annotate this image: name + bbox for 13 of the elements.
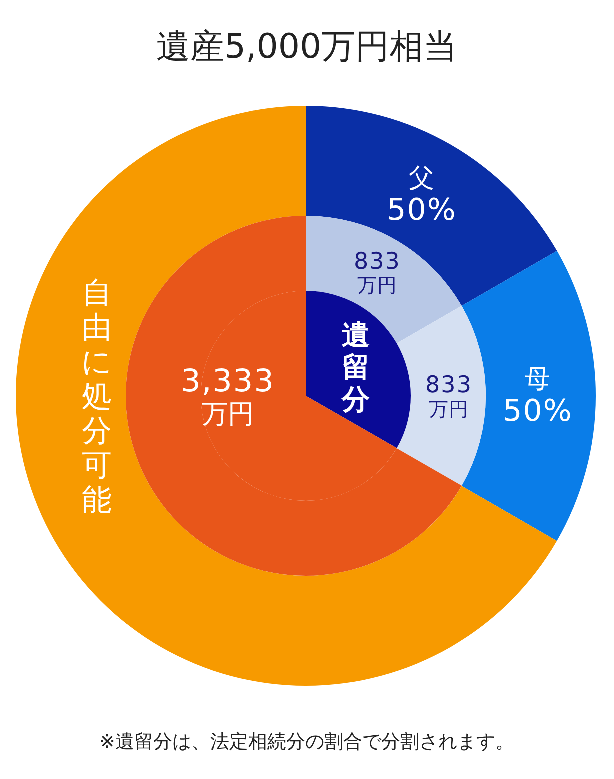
donut-slice: [396, 306, 486, 486]
data-label: 3,333 万円: [181, 364, 275, 430]
text: 50%: [503, 394, 573, 430]
slice-label: 母: [525, 364, 551, 395]
data-label: 833 万円: [354, 248, 401, 298]
text: ※遺留分は、法定相続分の割合で分割されます。: [100, 731, 514, 753]
slice-label: 遺留分: [341, 318, 372, 416]
donut-slice: [306, 106, 558, 306]
slice-label: 自由に処分可能: [82, 276, 112, 518]
text: 50%: [387, 193, 457, 228]
slice-label: 父: [409, 164, 436, 194]
chart-title: 遺産5,000万円相当: [156, 27, 458, 67]
data-label: 833 万円: [426, 372, 472, 421]
